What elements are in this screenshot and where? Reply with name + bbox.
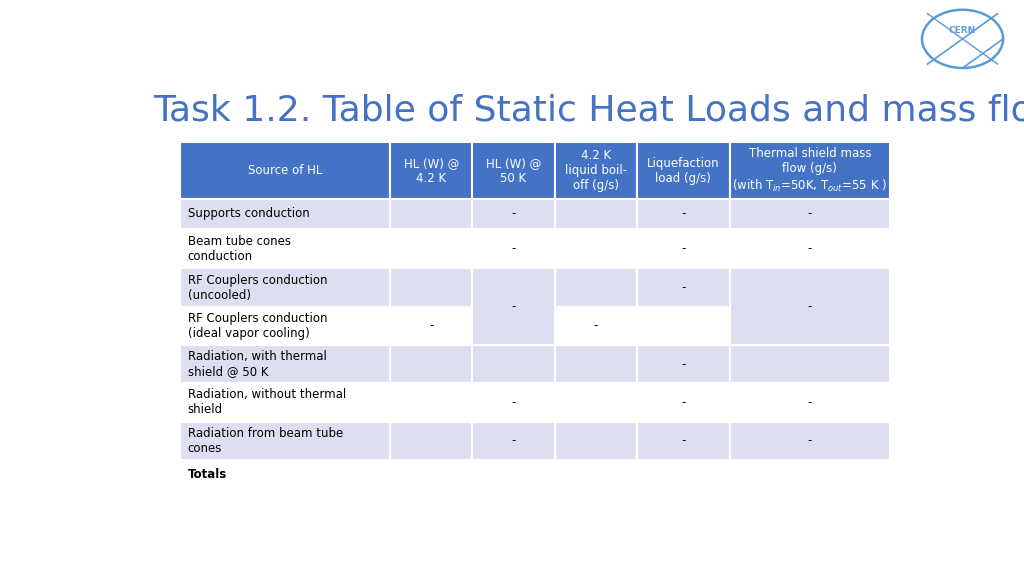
Text: -: - [681,434,685,447]
Text: Beam tube cones
conduction: Beam tube cones conduction [187,234,291,263]
Bar [179,142,390,199]
Bar [472,199,555,229]
Bar [637,268,729,307]
Bar [555,345,637,384]
Bar [555,422,637,460]
Bar [729,384,890,422]
Bar [729,268,890,345]
Text: Totals: Totals [187,468,226,480]
Bar [390,229,472,268]
Bar [637,345,729,384]
Bar [179,229,390,268]
Bar [472,142,555,199]
Bar [179,345,390,384]
Text: -: - [511,300,516,313]
Text: Source of HL: Source of HL [248,164,323,177]
Bar [179,460,390,488]
Bar [555,199,637,229]
Text: -: - [681,207,685,221]
Text: -: - [808,396,812,409]
Bar [637,307,729,345]
Bar [729,345,890,384]
Bar [179,307,390,345]
Text: Supports conduction: Supports conduction [187,207,309,221]
Text: Radiation, without thermal
shield: Radiation, without thermal shield [187,388,346,416]
Bar [637,384,729,422]
Bar [729,422,890,460]
Bar [637,460,729,488]
Bar [390,384,472,422]
Bar [179,268,390,307]
Bar [555,229,637,268]
Text: -: - [681,396,685,409]
Text: Radiation, with thermal
shield @ 50 K: Radiation, with thermal shield @ 50 K [187,350,327,378]
Bar [729,229,890,268]
Text: Liquefaction
load (g/s): Liquefaction load (g/s) [647,157,720,185]
Bar [390,422,472,460]
Text: -: - [808,434,812,447]
Text: -: - [808,242,812,255]
Bar [555,307,637,345]
Text: -: - [681,281,685,294]
Bar [179,384,390,422]
Text: RF Couplers conduction
(uncooled): RF Couplers conduction (uncooled) [187,274,327,302]
Bar [472,422,555,460]
Bar [472,268,555,345]
Bar [390,199,472,229]
Bar [472,460,555,488]
Text: CERN: CERN [949,26,976,36]
Bar [555,142,637,199]
Text: 4.2 K
liquid boil-
off (g/s): 4.2 K liquid boil- off (g/s) [564,149,627,192]
Bar [390,268,472,307]
Text: Task 1.2. Table of Static Heat Loads and mass flows: Task 1.2. Table of Static Heat Loads and… [154,93,1024,127]
Bar [179,422,390,460]
Bar [637,422,729,460]
Text: -: - [429,320,433,332]
Text: -: - [808,207,812,221]
Text: Radiation from beam tube
cones: Radiation from beam tube cones [187,427,343,454]
Bar [729,460,890,488]
Text: HL (W) @
4.2 K: HL (W) @ 4.2 K [403,157,459,185]
Bar [555,460,637,488]
Bar [390,345,472,384]
Bar [729,142,890,199]
Bar [555,268,637,307]
Text: HL (W) @
50 K: HL (W) @ 50 K [485,157,541,185]
Text: -: - [511,434,516,447]
Text: -: - [808,300,812,313]
Text: -: - [681,242,685,255]
Text: -: - [681,358,685,371]
Text: Thermal shield mass
flow (g/s)
(with T$_{in}$=50K, T$_{out}$=55 K ): Thermal shield mass flow (g/s) (with T$_… [732,147,888,194]
Bar [637,199,729,229]
Bar [637,229,729,268]
Text: -: - [511,242,516,255]
Text: -: - [511,207,516,221]
Bar [390,307,472,345]
Bar [390,142,472,199]
Bar [555,384,637,422]
Bar [637,142,729,199]
Bar [390,460,472,488]
Text: -: - [594,320,598,332]
Text: -: - [511,396,516,409]
Text: RF Couplers conduction
(ideal vapor cooling): RF Couplers conduction (ideal vapor cool… [187,312,327,340]
Bar [729,199,890,229]
Bar [179,199,390,229]
Bar [472,384,555,422]
Bar [472,229,555,268]
Bar [472,345,555,384]
